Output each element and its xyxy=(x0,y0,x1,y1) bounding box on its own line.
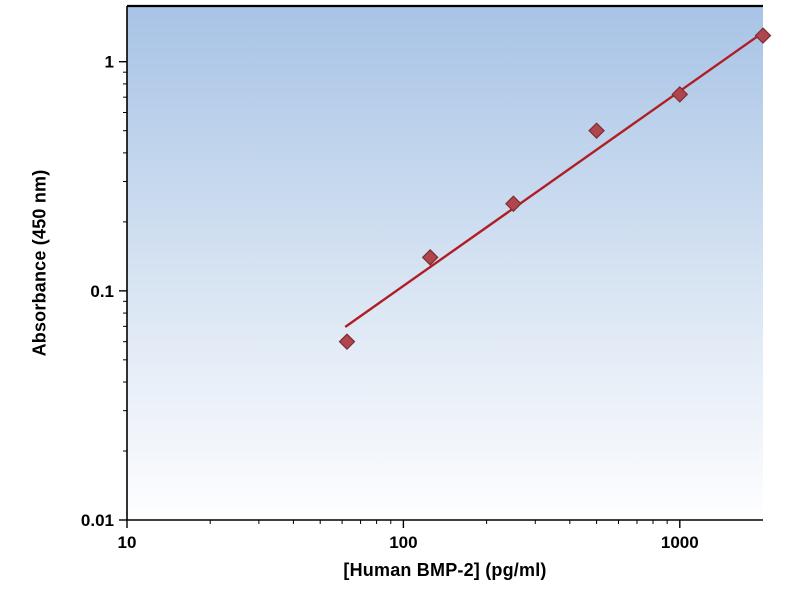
x-tick-label: 100 xyxy=(389,533,417,552)
data-point-diamond xyxy=(754,27,772,44)
x-axis-title: [Human BMP-2] (pg/ml) xyxy=(343,560,547,580)
x-tick-label: 10 xyxy=(118,533,137,552)
data-point-diamond xyxy=(671,86,689,103)
data-point-diamond xyxy=(588,122,605,140)
x-tick-label: 1000 xyxy=(661,533,699,552)
y-axis-title: Absorbance (450 nm) xyxy=(29,169,50,357)
y-tick-label: 0.1 xyxy=(90,282,114,301)
data-point-diamond xyxy=(421,249,439,266)
data-point-diamond xyxy=(338,333,356,351)
data-point-diamond xyxy=(505,195,522,213)
y-tick-label: 1 xyxy=(105,53,114,72)
trendline xyxy=(344,32,763,328)
plot-area xyxy=(127,6,763,520)
y-tick-label: 0.01 xyxy=(81,511,114,530)
